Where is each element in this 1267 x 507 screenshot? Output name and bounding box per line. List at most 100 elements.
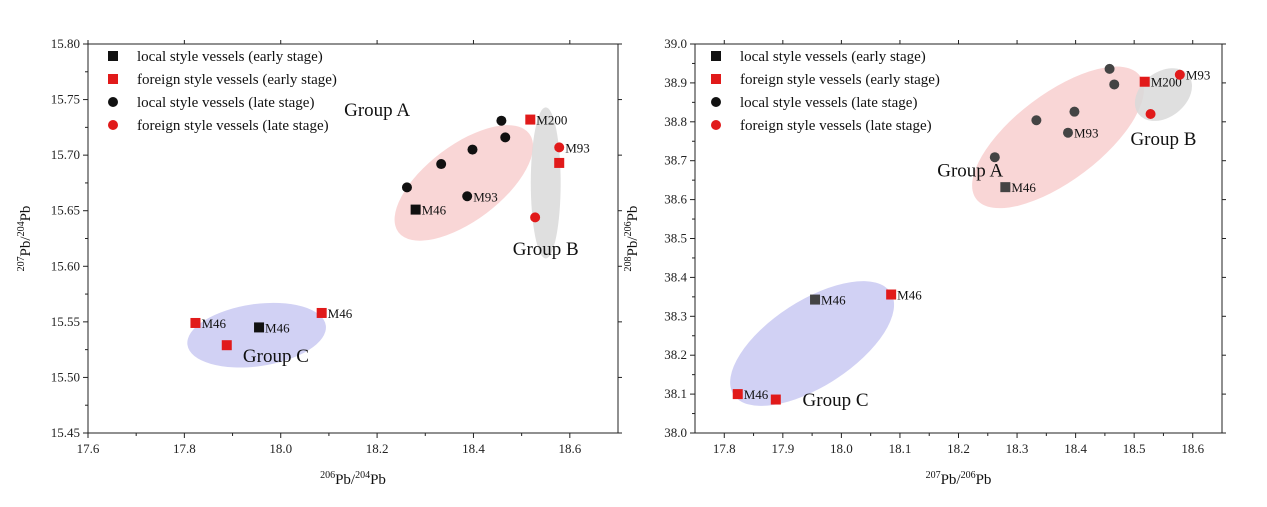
- legend-label: local style vessels (early stage): [137, 49, 323, 65]
- point-label: M46: [201, 316, 226, 331]
- x-tick-label: 18.5: [1123, 441, 1146, 456]
- y-tick-label: 38.7: [664, 153, 687, 168]
- point-label: M46: [744, 387, 769, 402]
- point-square: [316, 307, 327, 318]
- legend-label: foreign style vessels (early stage): [137, 72, 337, 88]
- point-square: [221, 340, 232, 351]
- point-label: M93: [1074, 126, 1099, 141]
- x-tick-label: 18.1: [889, 441, 912, 456]
- point-square: [810, 294, 821, 305]
- point-circle: [500, 132, 511, 143]
- point-square: [732, 389, 743, 400]
- point-circle: [1174, 69, 1185, 80]
- point-square: [886, 289, 897, 300]
- legend-marker-circle: [711, 120, 721, 130]
- y-tick-label: 38.5: [664, 231, 687, 246]
- legend-label: local style vessels (late stage): [137, 95, 314, 111]
- y-tick-label: 15.65: [51, 203, 80, 218]
- x-tick-label: 17.9: [771, 441, 794, 456]
- x-tick-label: 18.2: [366, 441, 389, 456]
- point-label: M46: [328, 306, 353, 321]
- y-tick-label: 38.9: [664, 75, 687, 90]
- x-tick-label: 17.8: [713, 441, 736, 456]
- point-circle: [401, 182, 412, 193]
- y-tick-label: 39.0: [664, 36, 687, 51]
- point-circle: [1145, 109, 1156, 120]
- y-tick-label: 15.45: [51, 425, 80, 440]
- point-circle: [530, 212, 541, 223]
- legend-label: local style vessels (late stage): [740, 95, 917, 111]
- legend-label: local style vessels (early stage): [740, 49, 926, 65]
- y-tick-label: 38.3: [664, 308, 687, 323]
- group-ellipse: [530, 107, 561, 259]
- x-tick-label: 17.6: [77, 441, 100, 456]
- point-label: M46: [1011, 180, 1036, 195]
- group-label: Group C: [803, 390, 869, 411]
- point-square: [410, 204, 421, 215]
- y-tick-label: 38.4: [664, 269, 687, 284]
- y-tick-label: 38.6: [664, 192, 687, 207]
- point-square: [525, 114, 536, 125]
- point-square: [1139, 76, 1150, 87]
- x-tick-label: 17.8: [173, 441, 196, 456]
- legend-marker-square: [711, 74, 721, 84]
- legend-marker-square: [711, 51, 721, 61]
- group-label: Group C: [243, 346, 309, 367]
- point-label: M46: [265, 320, 290, 335]
- point-circle: [1062, 127, 1073, 138]
- x-tick-label: 18.2: [947, 441, 970, 456]
- legend-label: foreign style vessels (late stage): [740, 118, 932, 134]
- legend-marker-square: [108, 51, 118, 61]
- group-ellipse: [394, 125, 534, 241]
- point-label: M200: [536, 113, 567, 128]
- point-label: M46: [821, 293, 846, 308]
- group-label: Group A: [937, 160, 1003, 181]
- point-square: [254, 322, 265, 333]
- point-circle: [554, 142, 565, 153]
- group-label: Group B: [1130, 129, 1196, 150]
- group-ellipse: [187, 302, 326, 368]
- x-tick-label: 18.0: [269, 441, 292, 456]
- point-label: M93: [565, 140, 590, 155]
- point-label: M46: [897, 288, 922, 303]
- point-label: M93: [1186, 68, 1211, 83]
- point-circle: [1109, 79, 1120, 90]
- y-tick-label: 15.70: [51, 147, 80, 162]
- y-axis-title: 207Pb/204Pb: [16, 206, 34, 272]
- x-axis-title: 207Pb/206Pb: [926, 470, 992, 488]
- point-circle: [989, 152, 1000, 163]
- legend-marker-circle: [108, 97, 118, 107]
- point-square: [190, 317, 201, 328]
- point-square: [770, 394, 781, 405]
- point-circle: [462, 191, 473, 202]
- legend-marker-circle: [108, 120, 118, 130]
- y-tick-label: 15.80: [51, 36, 80, 51]
- point-label: M93: [473, 189, 498, 204]
- y-axis-title: 208Pb/206Pb: [623, 206, 641, 272]
- y-tick-label: 38.0: [664, 425, 687, 440]
- x-tick-label: 18.6: [558, 441, 581, 456]
- point-circle: [496, 115, 507, 126]
- x-tick-label: 18.4: [1064, 441, 1087, 456]
- point-label: M46: [422, 203, 447, 218]
- point-square: [554, 157, 565, 168]
- y-tick-label: 15.75: [51, 92, 80, 107]
- y-tick-label: 38.2: [664, 347, 687, 362]
- x-tick-label: 18.4: [462, 441, 485, 456]
- chart-panel-2: 17.8 17.9 18.0 18.1 18.2 18.3 18.4 18.5 18.6 38.0…: [623, 36, 1226, 488]
- x-tick-label: 18.0: [830, 441, 853, 456]
- legend-label: foreign style vessels (early stage): [740, 72, 940, 88]
- group-label: Group A: [344, 100, 410, 121]
- y-tick-label: 38.8: [664, 114, 687, 129]
- point-square: [1000, 182, 1011, 193]
- x-axis-title: 206Pb/204Pb: [320, 470, 386, 488]
- y-tick-label: 15.60: [51, 258, 80, 273]
- y-tick-label: 15.55: [51, 314, 80, 329]
- point-circle: [1104, 63, 1115, 74]
- point-circle: [1069, 106, 1080, 117]
- x-tick-label: 18.3: [1006, 441, 1029, 456]
- chart-panel-1: 17.6 17.8 18.0 18.2 18.4 18.6 15.45 15.50 15.55 1…: [16, 36, 622, 488]
- point-circle: [467, 144, 478, 155]
- x-tick-label: 18.6: [1181, 441, 1204, 456]
